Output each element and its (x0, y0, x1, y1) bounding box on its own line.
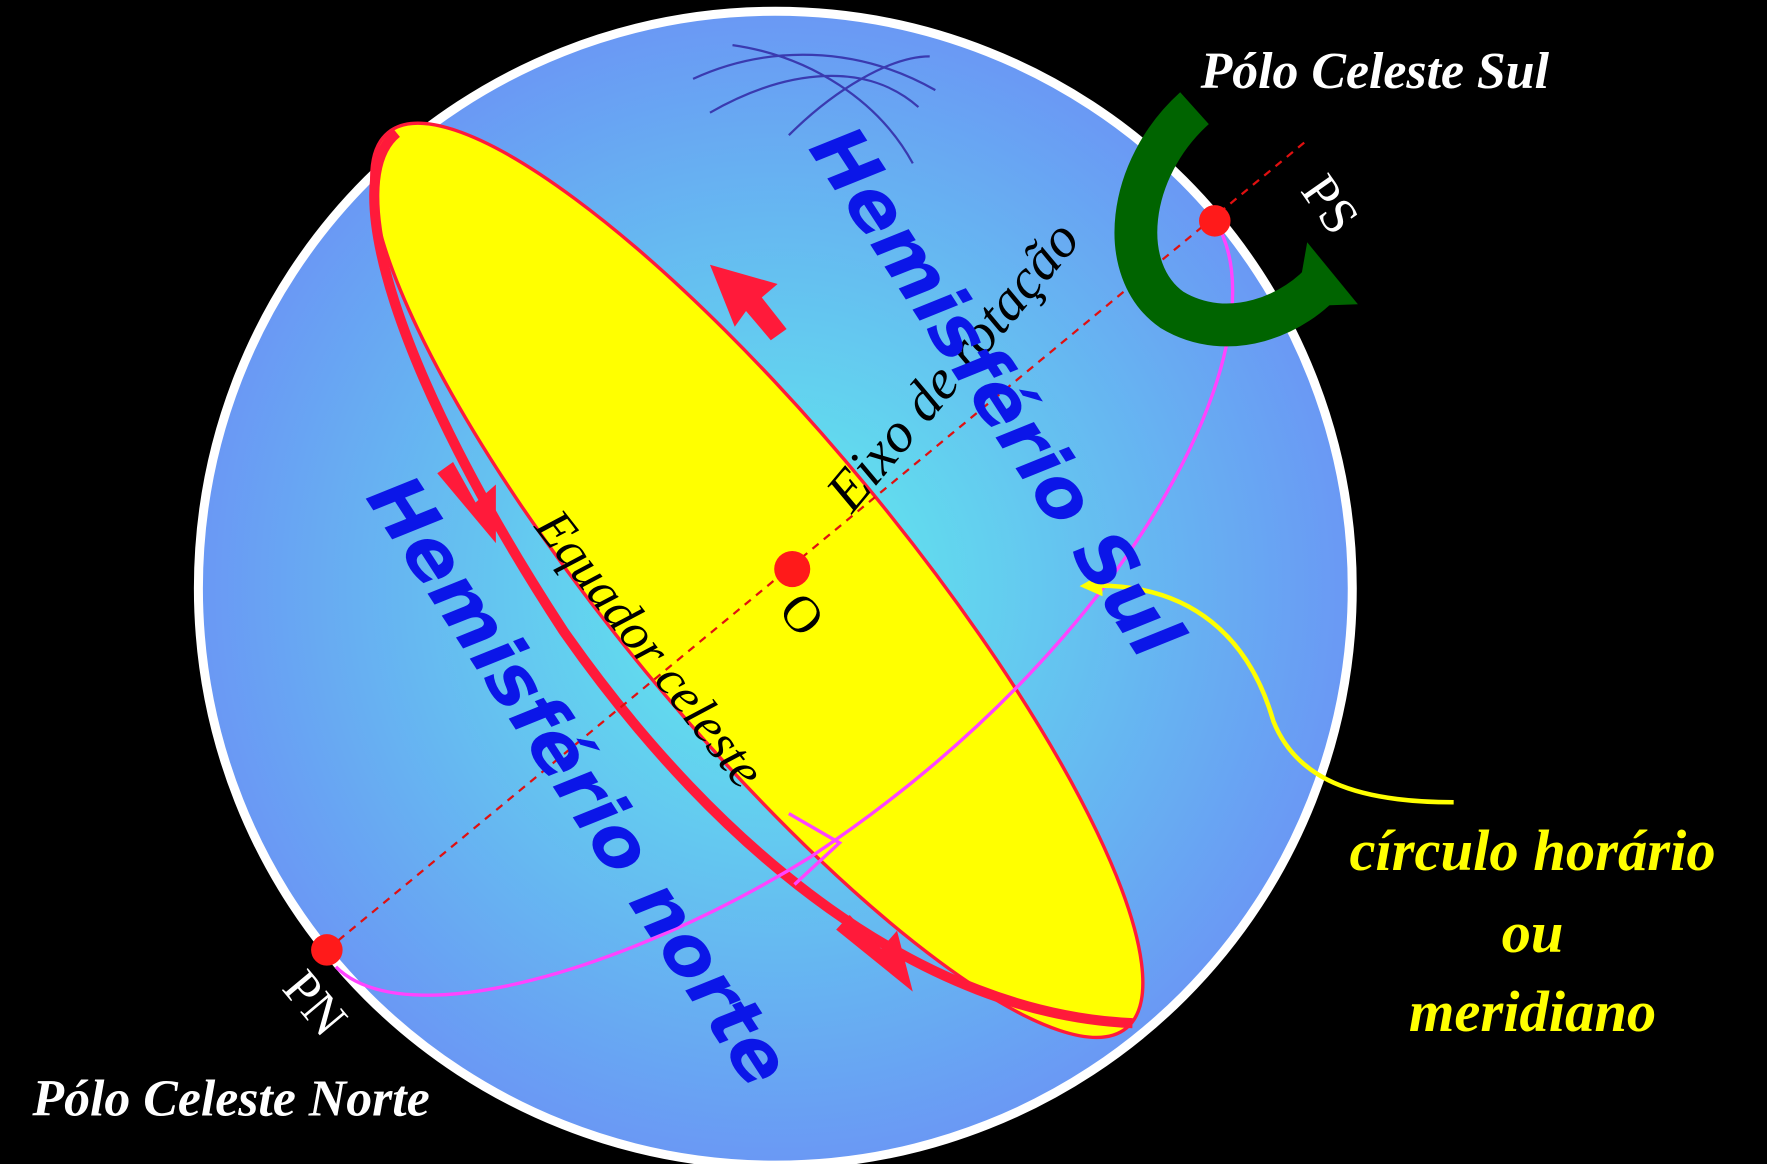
pointer (1079, 573, 1454, 805)
north-pole-dot (311, 934, 343, 966)
equator-front (369, 129, 1133, 1029)
equator-plane (370, 121, 1145, 1040)
rotation-arrow (1114, 92, 1345, 347)
rotation-arrowhead (1295, 242, 1358, 307)
hour-circle-label: meridiano (1409, 979, 1656, 1044)
equator-arrows (437, 264, 913, 992)
south-pole-title: Pólo Celeste Sul (1200, 43, 1550, 100)
hour-circle-label: círculo horário (1349, 818, 1715, 883)
south-pole-dot (1199, 205, 1231, 237)
hour-circle-label: ou (1502, 900, 1564, 965)
hour-circle (334, 219, 1235, 997)
north-pole-title: Pólo Celeste Norte (31, 1071, 429, 1128)
center-dot (774, 551, 811, 588)
right-angle (788, 812, 843, 886)
sky-lines (692, 43, 936, 164)
